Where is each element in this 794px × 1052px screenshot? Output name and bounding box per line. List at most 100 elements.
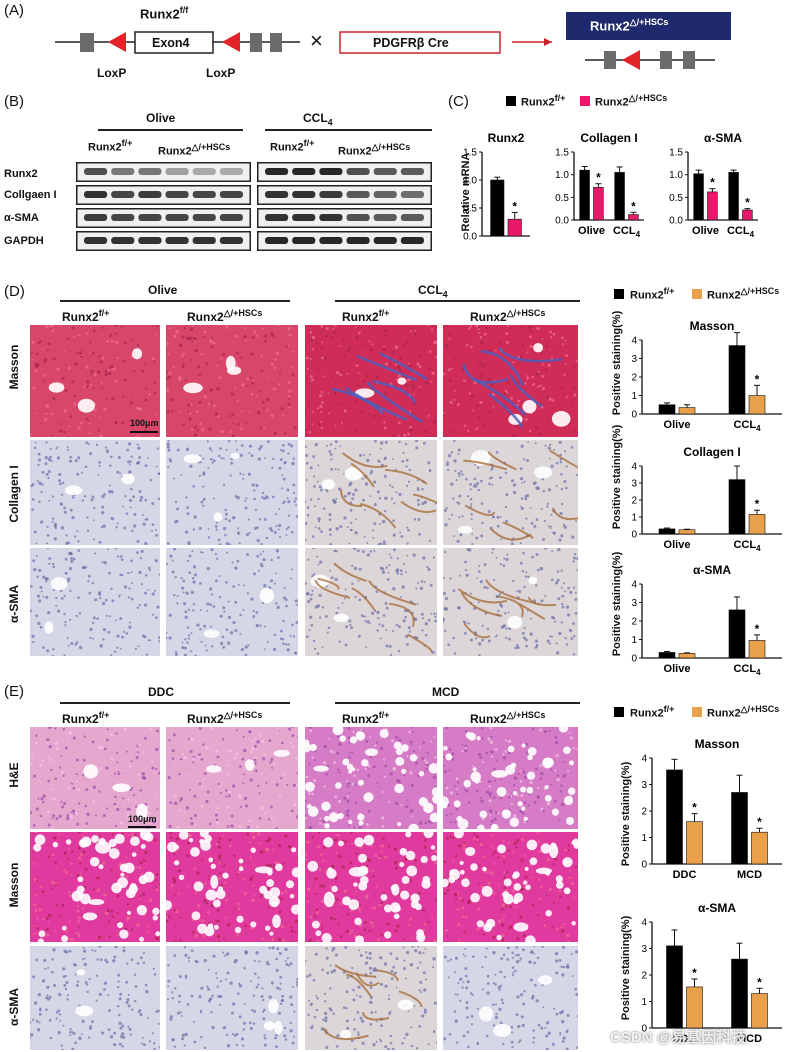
bar-wt (728, 609, 746, 659)
tick-label: 1 (631, 513, 637, 524)
micrograph-e-asma-0 (30, 946, 160, 1050)
panel-c-letter: (C) (448, 93, 469, 110)
e-col-ko-ddc: Runx2△/+HSCs (187, 710, 263, 726)
tick-label: 2 (631, 617, 637, 628)
significance-star: * (755, 622, 760, 636)
tick-label: 3 (631, 354, 637, 365)
bar-chart-6: Masson 0 1 2 3 4 * DDC * MCD (641, 737, 782, 881)
legend-wt-e: Runx2f/+ (630, 704, 675, 720)
tick-label: 4 (631, 462, 637, 473)
blot-band (346, 191, 370, 198)
tick-label: 1.5 (555, 148, 569, 159)
e-row-he: H&E (7, 762, 21, 788)
tick-label: 0.5 (463, 204, 477, 215)
bar-ko (751, 831, 768, 865)
bar-wt (658, 528, 676, 535)
bar-wt (728, 345, 746, 415)
exon-block (80, 33, 94, 52)
bar-wt (579, 169, 590, 221)
stain-col-ko-olive: Runx2△/+HSCs (187, 308, 263, 324)
micrograph-e-masson-1 (166, 832, 298, 942)
blot-strip (257, 208, 432, 228)
blot-band (219, 214, 243, 221)
tick-label: 2 (631, 496, 637, 507)
blot-band (192, 237, 216, 244)
tick-label: 3 (631, 479, 637, 490)
micrograph-d-asma-1 (166, 548, 298, 656)
blot-band (400, 191, 424, 198)
loxp-triangle-1 (108, 32, 126, 52)
bar-wt (614, 172, 625, 221)
blot-band (265, 214, 289, 221)
bar-wt (490, 179, 505, 237)
tick-label: 0 (631, 530, 637, 541)
chart-title: α-SMA (693, 563, 731, 577)
bar-wt (666, 945, 683, 1029)
scale-bar-e (128, 826, 156, 828)
e-row-masson: Masson (7, 862, 21, 908)
blot-strip (76, 185, 251, 205)
e-col-fplus-mcd: Runx2f/+ (342, 710, 390, 726)
blot-band (319, 168, 343, 175)
micrograph-d-asma-0 (30, 548, 160, 656)
blot-band (265, 168, 289, 175)
blot-band (138, 191, 162, 198)
blot-band (400, 168, 424, 175)
x-tick-label: Olive (664, 539, 691, 551)
micrograph-e-he-0 (30, 727, 160, 829)
construct-title: Runx2f/f (140, 5, 189, 22)
blot-strip (76, 162, 251, 182)
bar-ko (751, 993, 768, 1029)
tick-label: 1.5 (463, 148, 477, 159)
tick-label: 4 (641, 754, 647, 765)
panel-b-letter: (B) (4, 93, 24, 110)
bar-ko (748, 640, 766, 659)
x-tick-label: Olive (578, 225, 605, 237)
micrograph-e-asma-1 (166, 946, 298, 1050)
x-tick-label: DDC (673, 869, 697, 881)
x-tick-label: Olive (692, 225, 719, 237)
tick-label: 1 (641, 833, 647, 844)
significance-star: * (755, 497, 760, 511)
blot-band (373, 214, 397, 221)
tick-label: 0.0 (669, 216, 683, 227)
bar-ko (686, 986, 703, 1029)
significance-star: * (692, 966, 697, 980)
arrow-icon (544, 38, 552, 46)
blot-row-asma: α-SMA (4, 212, 39, 224)
e-row-asma: α-SMA (7, 987, 21, 1027)
x-tick-label: CCL4 (733, 663, 761, 677)
blot-group-olive: Olive (146, 111, 176, 125)
bar-chart-7: α-SMA 0 1 2 3 4 * DDC * MCD (641, 901, 782, 1045)
blot-band (373, 191, 397, 198)
micrograph-d-collagen-2 (305, 440, 437, 545)
chart-title: Masson (690, 319, 735, 333)
legend-swatch-wt-e (614, 707, 624, 717)
significance-star: * (596, 171, 601, 185)
blot-band (138, 168, 162, 175)
blot-strip (257, 231, 432, 251)
blot-band (84, 214, 108, 221)
panel-d-letter: (D) (4, 283, 25, 300)
bar-wt (693, 173, 704, 221)
blot-band (165, 191, 189, 198)
tick-label: 4 (641, 918, 647, 929)
x-tick-label: Olive (664, 419, 691, 431)
tick-label: 0 (631, 654, 637, 665)
micrograph-e-masson-2 (305, 832, 437, 942)
blot-band (192, 214, 216, 221)
legend-swatch-wt-d (614, 289, 624, 299)
blot-band (111, 191, 135, 198)
cre-label: PDGFRβ Cre (373, 36, 449, 50)
blot-row-collagen: Collgaen I (4, 189, 57, 201)
micrograph-e-masson-3 (443, 832, 578, 942)
loxp-label-2: LoxP (206, 66, 236, 80)
panel-e-letter: (E) (4, 683, 24, 700)
blot-band (373, 168, 397, 175)
blot-band (165, 168, 189, 175)
chart-title: Collagen I (580, 131, 637, 145)
bar-chart-0: Runx2 0.0 0.5 1.0 1.5 * (463, 131, 530, 242)
blot-band (346, 214, 370, 221)
micrograph-d-masson-1 (166, 325, 298, 437)
tick-label: 1.0 (555, 170, 569, 181)
